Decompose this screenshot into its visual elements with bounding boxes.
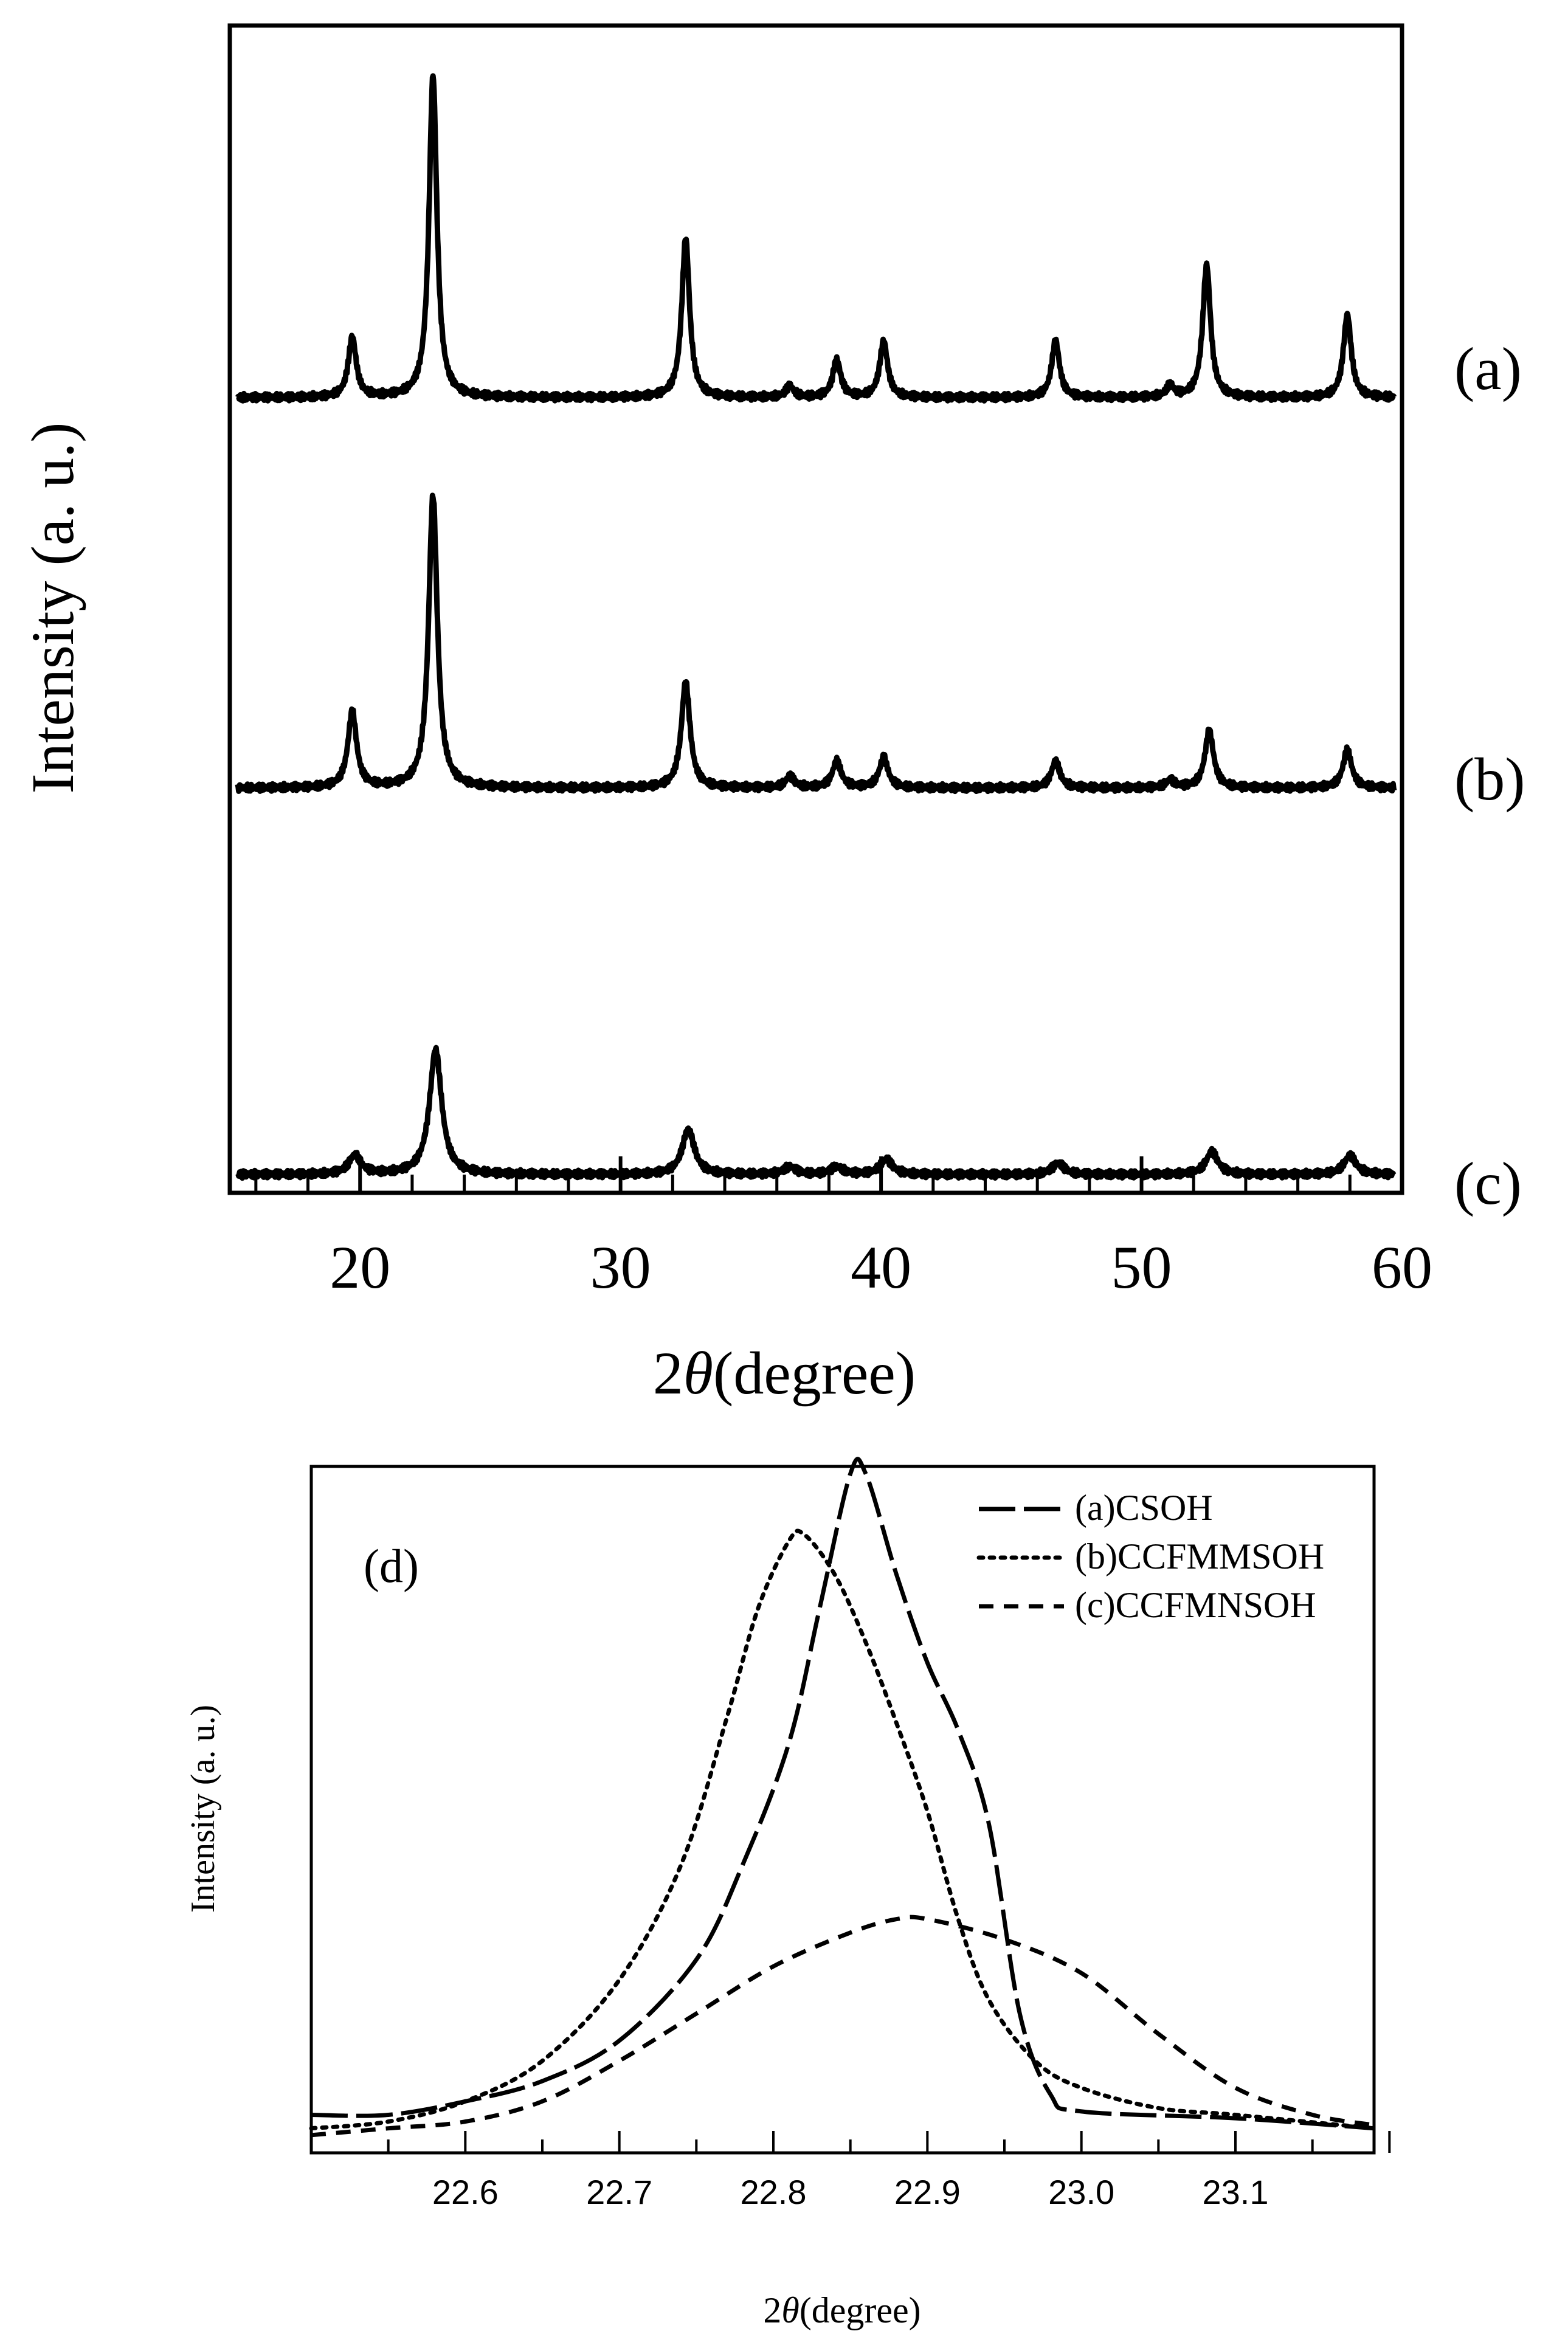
top-tick-label-20: 20 [330, 1234, 390, 1301]
top-y-axis-label: Intensity (a. u.) [19, 423, 86, 794]
top-plot-frame [227, 23, 1404, 1195]
top-tick-label-30: 30 [590, 1234, 651, 1301]
bottom-series-group [309, 1457, 1376, 2138]
bottom-tick-label-22.7: 22.7 [586, 2173, 652, 2211]
panel-d-label: (d) [364, 1539, 419, 1592]
bottom-x-label-unit: (degree) [800, 2290, 921, 2330]
legend-label-b: (b)CCFMMSOH [1075, 1536, 1324, 1576]
top-tick-label-50: 50 [1111, 1234, 1172, 1301]
bottom-x-label-theta: θ [781, 2290, 799, 2330]
top-series-labels: (a) (b) (c) [1454, 335, 1525, 1217]
top-x-axis-label: 2θ(degree) [653, 1339, 916, 1407]
top-tick-label-40: 40 [851, 1234, 911, 1301]
top-series-group [235, 73, 1397, 1181]
bottom-x-tick-labels: 22.6 22.7 22.8 22.9 23.0 23.1 [432, 2173, 1269, 2211]
bottom-series-line-c [311, 1915, 1375, 2138]
legend-label-c: (c)CCFMNSOH [1075, 1585, 1316, 1625]
bottom-tick-label-23.0: 23.0 [1048, 2173, 1114, 2211]
bottom-series-line-a [311, 1457, 1375, 2131]
bottom-tick-label-22.6: 22.6 [432, 2173, 499, 2211]
bottom-legend: (a)CSOH (b)CCFMMSOH (c)CCFMNSOH [976, 1488, 1324, 1625]
top-panel: 20 30 40 50 60 (a) (b) (c) Intensity (a. u.) 2… [19, 23, 1525, 1407]
top-series-line-c [235, 1045, 1397, 1181]
bottom-x-axis-label: 2θ(degree) [763, 2290, 920, 2330]
bottom-x-ticks [387, 2131, 1391, 2153]
bottom-tick-label-23.1: 23.1 [1203, 2173, 1269, 2211]
bottom-panel: 22.6 22.7 22.8 22.9 23.0 23.1 (d) (a)CSOH (b)C… [184, 1457, 1391, 2330]
bottom-tick-label-22.8: 22.8 [741, 2173, 807, 2211]
bottom-x-label-prefix: 2 [763, 2290, 781, 2330]
top-x-ticks [254, 1156, 1404, 1193]
top-x-label-theta: θ [683, 1339, 713, 1407]
bottom-plot-frame [309, 1465, 1376, 2155]
top-series-label-c: (c) [1454, 1150, 1522, 1217]
bottom-tick-label-22.9: 22.9 [894, 2173, 961, 2211]
top-tick-label-60: 60 [1372, 1234, 1432, 1301]
bottom-y-axis-label: Intensity (a. u.) [184, 1705, 222, 1913]
top-x-label-unit: (degree) [713, 1339, 916, 1407]
top-x-tick-labels: 20 30 40 50 60 [330, 1234, 1432, 1301]
top-x-label-prefix: 2 [653, 1339, 683, 1407]
legend-label-a: (a)CSOH [1075, 1488, 1213, 1528]
top-series-line-a [235, 73, 1397, 404]
top-series-label-b: (b) [1454, 745, 1525, 813]
top-series-line-b [235, 492, 1397, 795]
bottom-series-line-b [309, 1528, 1376, 2131]
top-series-label-a: (a) [1454, 335, 1522, 402]
